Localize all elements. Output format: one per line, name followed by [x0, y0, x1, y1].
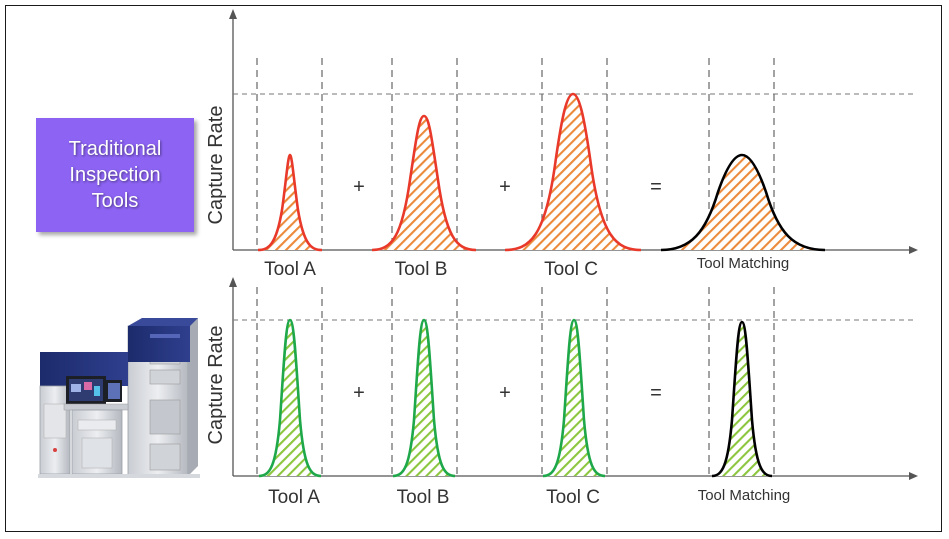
top-curve-tool-c	[504, 92, 642, 252]
top-operator-3: =	[650, 176, 662, 198]
top-tool-matching-label: Tool Matching	[697, 255, 790, 272]
bottom-curve-tool-c	[542, 318, 606, 478]
top-operator-2: +	[499, 176, 511, 198]
traditional-inspection-text: Traditional Inspection Tools	[68, 138, 162, 212]
top-tool-b-label: Tool B	[395, 259, 448, 280]
bottom-y-axis-arrow	[229, 277, 237, 287]
bottom-operator-3: =	[650, 382, 662, 404]
top-x-axis-arrow	[909, 246, 918, 254]
bottom-tool-b-label: Tool B	[397, 487, 450, 508]
bottom-tool-c-label: Tool C	[546, 487, 600, 508]
bottom-tool-a-label: Tool A	[268, 487, 320, 508]
top-tool-c-label: Tool C	[544, 259, 598, 280]
bottom-curve-tool-a	[258, 318, 322, 478]
bottom-y-axis-label: Capture Rate	[205, 326, 227, 445]
inspection-machine-icon	[38, 318, 200, 478]
top-panel: + + = Tool A Tool B Tool C Tool Matching…	[205, 9, 918, 280]
top-tool-a-label: Tool A	[264, 259, 316, 280]
top-y-axis-arrow	[229, 9, 237, 19]
bottom-spec-lines	[256, 287, 775, 476]
bottom-operator-2: +	[499, 382, 511, 404]
top-y-axis-label: Capture Rate	[205, 106, 227, 225]
top-spec-lines	[256, 58, 775, 250]
bottom-curve-tool-b	[392, 318, 456, 478]
bottom-curve-tool-matching	[711, 320, 773, 478]
top-curve-tool-a	[257, 153, 323, 252]
top-curve-tool-matching	[660, 153, 826, 252]
slide-frame	[5, 5, 942, 532]
bottom-operator-1: +	[353, 382, 365, 404]
bottom-x-axis-arrow	[909, 472, 918, 480]
traditional-inspection-label: Traditional Inspection Tools	[36, 118, 194, 232]
top-operator-1: +	[353, 176, 365, 198]
bottom-panel: + + = Tool A Tool B Tool C Tool Matching…	[205, 277, 918, 508]
bottom-tool-matching-label: Tool Matching	[698, 487, 791, 504]
top-curve-tool-b	[371, 114, 477, 252]
